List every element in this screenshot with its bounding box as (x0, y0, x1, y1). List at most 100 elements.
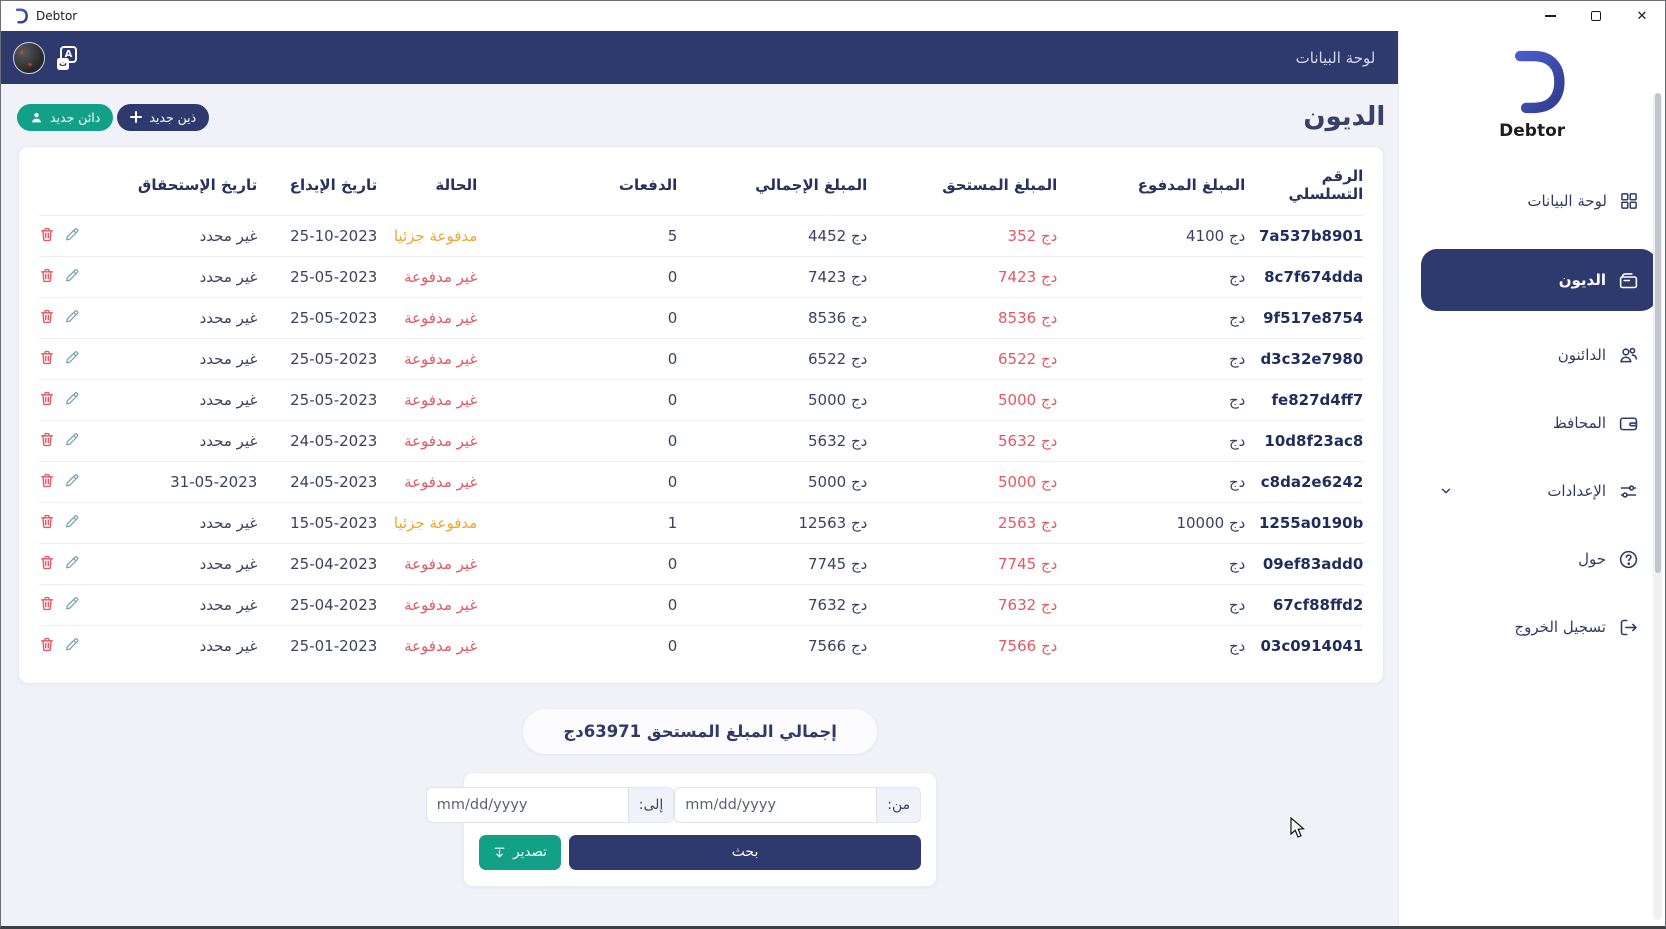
sidebar-item-creditors[interactable]: الدائنون (1421, 335, 1657, 375)
brand: Debtor (1399, 31, 1665, 141)
debt-total: 6522 دج (677, 338, 868, 380)
export-button[interactable]: تصدير (479, 834, 561, 870)
app-logo-icon (14, 8, 28, 24)
debt-status: غير مدفوعة (377, 338, 478, 380)
delete-debt-button[interactable] (39, 554, 55, 571)
sidebar-item-logout[interactable]: تسجيل الخروج (1421, 607, 1657, 647)
edit-debt-button[interactable] (64, 226, 80, 243)
edit-debt-button[interactable] (64, 390, 80, 407)
col-payments: الدفعات (618, 176, 678, 194)
debt-deposit-date: 25-10-2023 (257, 215, 378, 257)
col-status: الحالة (435, 176, 478, 194)
debts-table-body: 7a537b8901 4100 دج 352 دج 4452 دج 5 مدفو… (39, 215, 1364, 667)
edit-debt-button[interactable] (64, 267, 80, 284)
col-total: المبلغ الإجمالي (755, 176, 868, 194)
debt-paid: 4100 دج (1057, 215, 1246, 257)
table-header-row: الرقم التسلسلي المبلغ المدفوع المبلغ الم… (39, 153, 1363, 216)
sidebar-item-dashboard[interactable]: لوحة البيانات (1421, 181, 1657, 221)
debt-due: 6522 دج (867, 338, 1058, 380)
delete-debt-button[interactable] (39, 472, 55, 489)
debt-serial: 8c7f674dda (1245, 256, 1364, 298)
search-button[interactable]: بحث (568, 834, 922, 870)
download-icon (494, 847, 505, 857)
debt-actions (39, 461, 130, 503)
minimize-button[interactable] (1527, 1, 1573, 31)
trash-icon (41, 637, 53, 651)
trash-icon (41, 391, 53, 405)
debt-actions (39, 543, 130, 585)
sidebar-item-settings[interactable]: الإعدادات (1421, 471, 1657, 511)
trash-icon (41, 596, 53, 610)
edit-debt-button[interactable] (64, 431, 80, 448)
total-due-badge: إجمالي المبلغ المستحق 63971دج (522, 707, 878, 755)
titlebar: Debtor ✕ (1, 1, 1665, 31)
delete-debt-button[interactable] (39, 595, 55, 612)
debt-deposit-date: 24-05-2023 (257, 461, 378, 503)
sidebar-item-wallets[interactable]: المحافظ (1421, 403, 1657, 443)
sidebar-item-label: الديون (1558, 271, 1606, 289)
close-button[interactable]: ✕ (1619, 1, 1665, 31)
debt-status: مدفوعة جزئيا (377, 502, 478, 544)
table-row: 67cf88ffd2 دج 7632 دج 7632 دج 0 غير مدفو… (39, 584, 1364, 626)
debt-total: 7632 دج (677, 584, 868, 626)
debt-serial: 7a537b8901 (1245, 215, 1364, 257)
edit-debt-button[interactable] (64, 349, 80, 366)
edit-debt-button[interactable] (64, 595, 80, 612)
debts-table: الرقم التسلسلي المبلغ المدفوع المبلغ الم… (39, 153, 1364, 667)
debt-paid: دج (1057, 584, 1246, 626)
sidebar-item-about[interactable]: حول (1421, 539, 1657, 579)
debt-due: 5000 دج (867, 461, 1058, 503)
delete-debt-button[interactable] (39, 226, 55, 243)
debt-status: مدفوعة جزئيا (377, 215, 478, 257)
delete-debt-button[interactable] (39, 267, 55, 284)
new-debt-button[interactable]: ذين جديد (117, 103, 210, 131)
from-date-input[interactable] (674, 786, 878, 823)
debt-actions (39, 584, 130, 626)
debt-paid: دج (1057, 379, 1246, 421)
edit-debt-button[interactable] (64, 513, 80, 530)
debt-actions (39, 379, 130, 421)
delete-debt-button[interactable] (39, 390, 55, 407)
debt-actions (39, 256, 130, 298)
edit-debt-button[interactable] (64, 554, 80, 571)
new-creditor-button[interactable]: دائن جديد (17, 103, 114, 131)
sidebar-scrollbar-thumb[interactable] (1654, 93, 1661, 573)
sidebar-nav: لوحة البيانات الديون الدائنون المحافظ ال (1399, 181, 1665, 675)
edit-debt-button[interactable] (64, 472, 80, 489)
sidebar-item-label: الإعدادات (1547, 482, 1606, 500)
debt-deposit-date: 25-05-2023 (257, 297, 378, 339)
delete-debt-button[interactable] (39, 513, 55, 530)
debt-total: 7745 دج (677, 543, 868, 585)
window-title: Debtor (36, 9, 78, 23)
delete-debt-button[interactable] (39, 431, 55, 448)
edit-debt-button[interactable] (64, 308, 80, 325)
debt-deposit-date: 15-05-2023 (257, 502, 378, 544)
sidebar: Debtor لوحة البيانات الديون الدائنون (1399, 31, 1665, 926)
edit-debt-button[interactable] (64, 636, 80, 653)
debt-total: 12563 دج (677, 502, 868, 544)
debt-serial: 09ef83add0 (1245, 543, 1364, 585)
debt-due: 5632 دج (867, 420, 1058, 462)
debt-deposit-date: 25-04-2023 (257, 584, 378, 626)
debt-payments: 0 (477, 297, 678, 339)
sidebar-item-debts[interactable]: الديون (1421, 249, 1657, 311)
table-row: 10d8f23ac8 دج 5632 دج 5632 دج 0 غير مدفو… (39, 420, 1364, 462)
debt-due: 7632 دج (867, 584, 1058, 626)
debt-total: 5000 دج (677, 461, 868, 503)
maximize-button[interactable] (1573, 1, 1619, 31)
debt-serial: fe827d4ff7 (1245, 379, 1364, 421)
delete-debt-button[interactable] (39, 349, 55, 366)
delete-debt-button[interactable] (39, 308, 55, 325)
to-date-input[interactable] (425, 786, 629, 823)
avatar[interactable] (13, 41, 45, 74)
pencil-icon (66, 555, 79, 568)
delete-debt-button[interactable] (39, 636, 55, 653)
pencil-icon (66, 637, 79, 651)
debt-due-date: غير محدد (129, 379, 258, 421)
sidebar-scrollbar[interactable] (1653, 93, 1662, 920)
trash-icon (41, 227, 53, 241)
debt-paid: دج (1057, 256, 1246, 298)
